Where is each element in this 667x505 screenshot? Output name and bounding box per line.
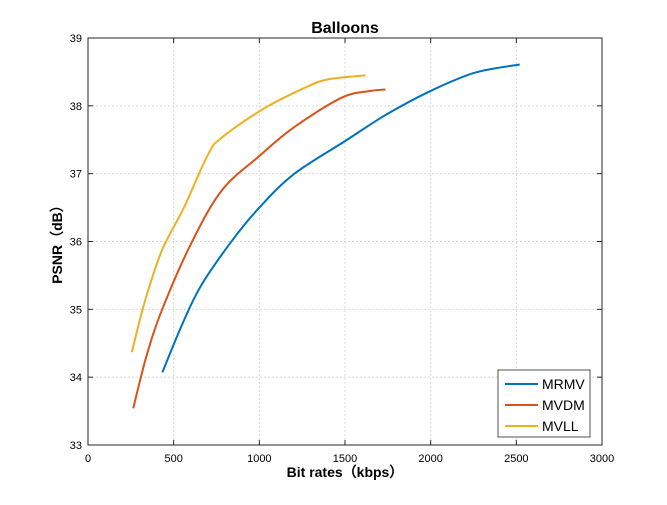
x-tick-label: 2000: [418, 453, 442, 465]
series-line-mvll: [130, 74, 366, 353]
series-line-mvdm: [132, 88, 386, 409]
legend-label-mrmv: MRMV: [542, 376, 585, 392]
x-axis-label: Bit rates（kbps）: [287, 464, 404, 480]
y-tick-label: 33: [70, 440, 82, 452]
y-tick-label: 38: [70, 101, 82, 113]
legend-label-mvll: MVLL: [542, 418, 579, 434]
x-tick-label: 1000: [247, 453, 271, 465]
series-line-mrmv: [161, 63, 520, 373]
y-tick-label: 34: [70, 372, 82, 384]
y-axis-label: PSNR（dB）: [49, 198, 65, 284]
x-tick-label: 0: [85, 453, 91, 465]
x-tick-label: 1500: [333, 453, 357, 465]
ticks: 0 500 1000 1500 2000 2500 3000 33 34 35 36 37 38 39: [70, 33, 614, 465]
y-tick-label: 37: [70, 169, 82, 181]
x-tick-label: 3000: [590, 453, 614, 465]
chart-title: Balloons: [311, 20, 379, 37]
y-tick-label: 36: [70, 237, 82, 249]
y-tick-label: 35: [70, 304, 82, 316]
legend: MRMV MVDM MVLL: [497, 369, 591, 438]
y-tick-label: 39: [70, 33, 82, 45]
legend-label-mvdm: MVDM: [542, 397, 585, 413]
x-tick-label: 500: [164, 453, 182, 465]
series-lines: [130, 63, 520, 409]
x-tick-label: 2500: [504, 453, 528, 465]
